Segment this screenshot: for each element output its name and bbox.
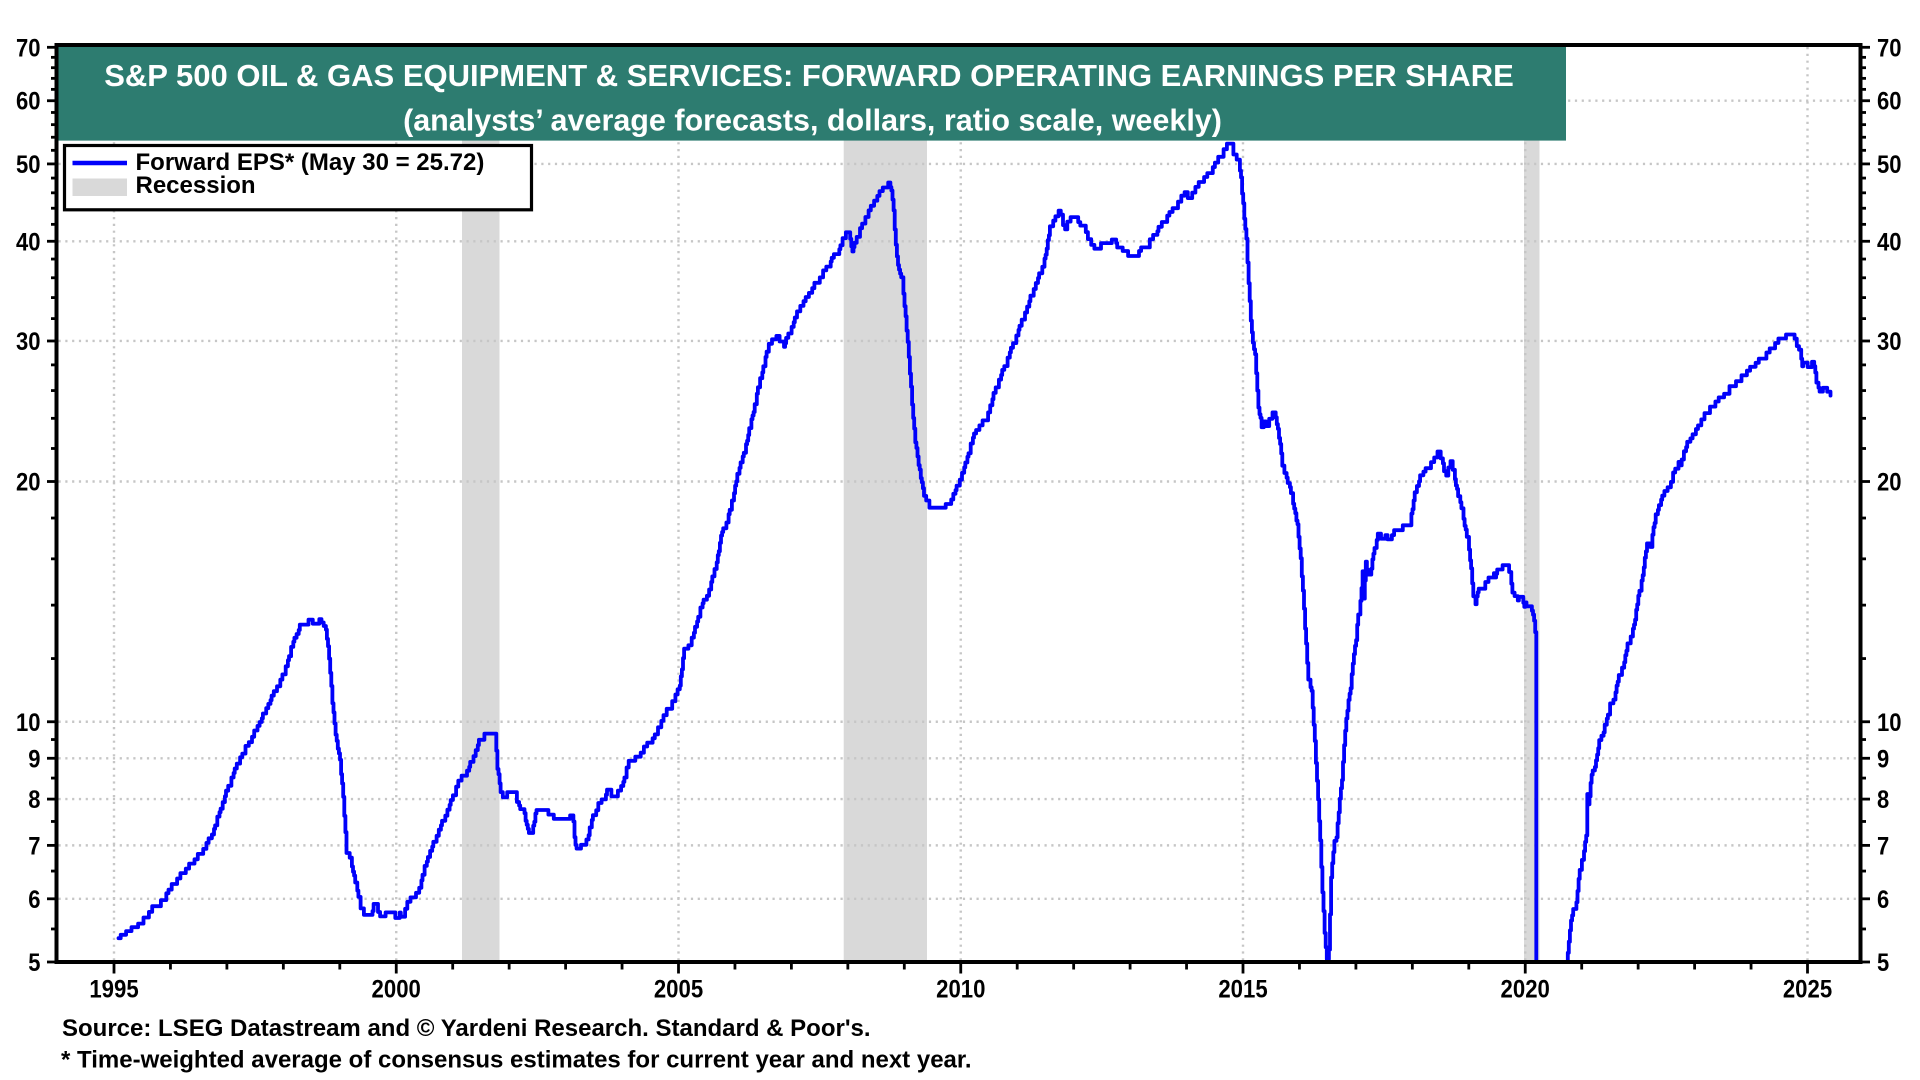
svg-text:2010: 2010 <box>936 976 985 1004</box>
svg-text:40: 40 <box>1877 228 1902 256</box>
svg-text:50: 50 <box>16 151 41 179</box>
svg-text:30: 30 <box>16 328 41 356</box>
svg-text:2005: 2005 <box>654 976 703 1004</box>
svg-text:5: 5 <box>1877 949 1889 977</box>
svg-text:2025: 2025 <box>1783 976 1832 1004</box>
svg-text:70: 70 <box>16 34 41 62</box>
svg-text:Recession: Recession <box>136 172 256 199</box>
svg-text:2000: 2000 <box>372 976 421 1004</box>
svg-text:1995: 1995 <box>89 976 138 1004</box>
svg-text:8: 8 <box>1877 786 1889 814</box>
svg-text:9: 9 <box>28 745 40 773</box>
svg-text:40: 40 <box>16 228 41 256</box>
svg-text:2015: 2015 <box>1218 976 1267 1004</box>
svg-text:50: 50 <box>1877 151 1902 179</box>
svg-text:5: 5 <box>28 949 40 977</box>
svg-text:6: 6 <box>28 886 40 914</box>
svg-text:Forward EPS* (May 30 = 25.72): Forward EPS* (May 30 = 25.72) <box>136 149 485 176</box>
svg-text:10: 10 <box>16 709 41 737</box>
svg-text:60: 60 <box>1877 88 1902 116</box>
svg-text:8: 8 <box>28 786 40 814</box>
svg-text:* Time-weighted average of con: * Time-weighted average of consensus est… <box>61 1047 972 1074</box>
svg-text:7: 7 <box>28 832 40 860</box>
svg-text:20: 20 <box>1877 469 1902 497</box>
svg-text:S&P 500 OIL & GAS EQUIPMENT &: S&P 500 OIL & GAS EQUIPMENT & SERVICES: … <box>104 58 1514 93</box>
svg-text:2020: 2020 <box>1501 976 1550 1004</box>
svg-text:7: 7 <box>1877 832 1889 860</box>
svg-text:9: 9 <box>1877 745 1889 773</box>
svg-text:70: 70 <box>1877 34 1902 62</box>
svg-text:6: 6 <box>1877 886 1889 914</box>
svg-text:60: 60 <box>16 88 41 116</box>
svg-text:10: 10 <box>1877 709 1902 737</box>
svg-text:30: 30 <box>1877 328 1902 356</box>
svg-text:Source: LSEG Datastream and ©: Source: LSEG Datastream and © Yardeni Re… <box>62 1015 871 1042</box>
svg-text:20: 20 <box>16 469 41 497</box>
svg-text:(analysts’ average forecasts,: (analysts’ average forecasts, dollars, r… <box>403 104 1222 138</box>
